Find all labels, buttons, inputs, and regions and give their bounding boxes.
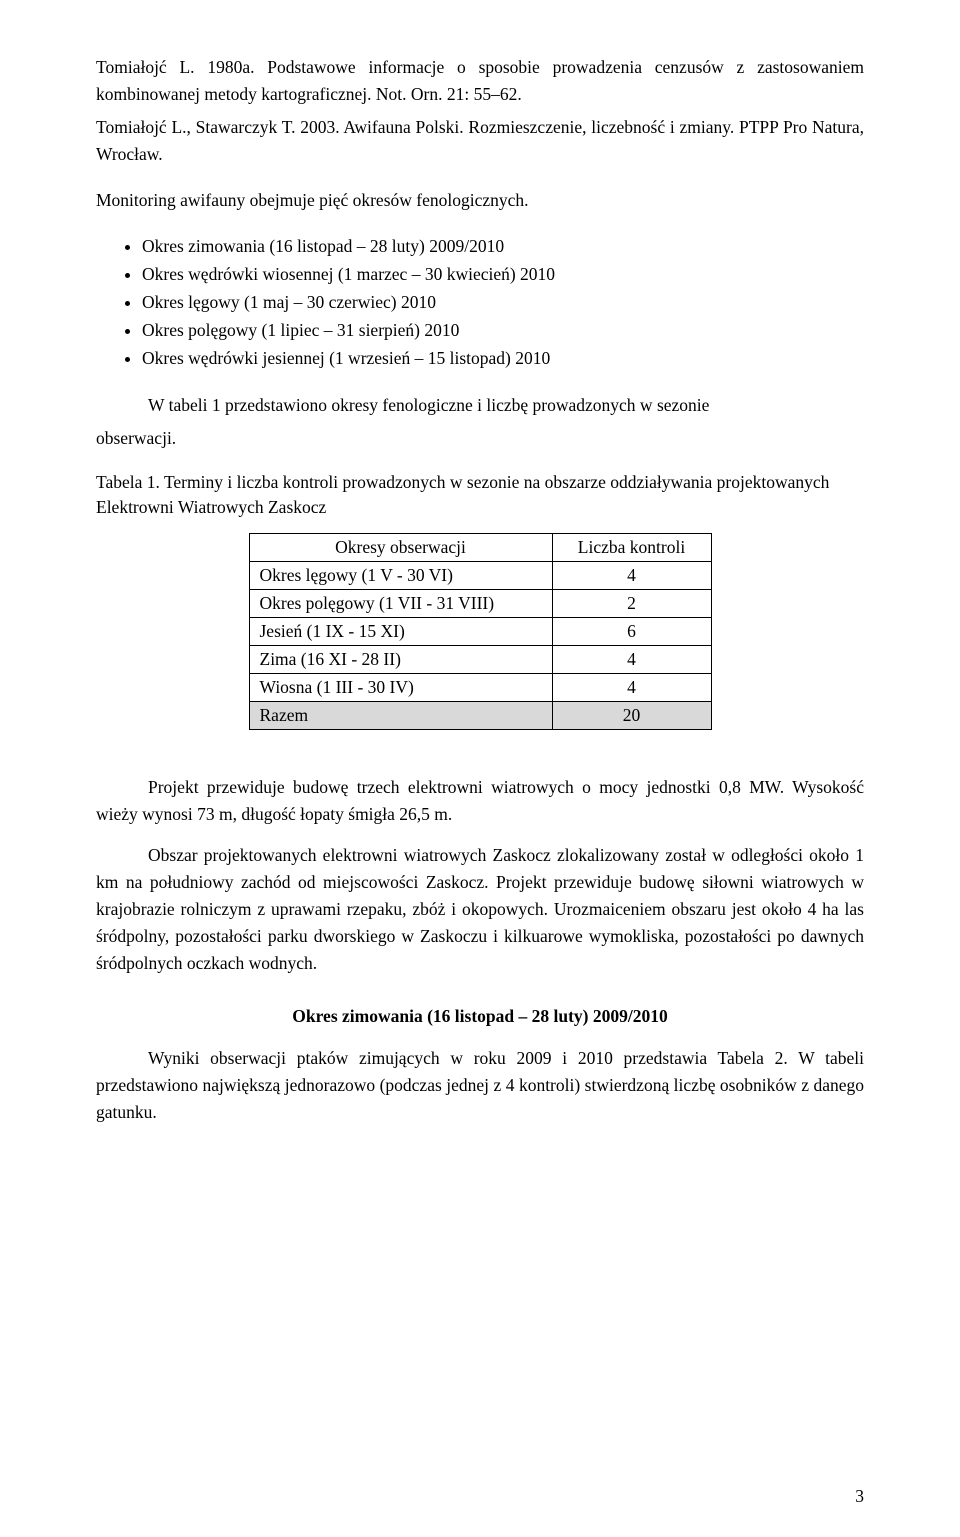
page-number: 3	[855, 1486, 864, 1507]
monitoring-intro: Monitoring awifauny obejmuje pięć okresó…	[96, 187, 864, 214]
body-paragraph-2: Obszar projektowanych elektrowni wiatrow…	[96, 842, 864, 978]
body-paragraph-1: Projekt przewiduje budowę trzech elektro…	[96, 774, 864, 828]
results-paragraph: Wyniki obserwacji ptaków zimujących w ro…	[96, 1045, 864, 1126]
reference-2: Tomiałojć L., Stawarczyk T. 2003. Awifau…	[96, 114, 864, 168]
table-cell-count: 4	[552, 673, 711, 701]
table-cell-total-label: Razem	[249, 701, 552, 729]
table-row: Jesień (1 IX - 15 XI) 6	[249, 617, 711, 645]
table-cell-total-value: 20	[552, 701, 711, 729]
reference-1: Tomiałojć L. 1980a. Podstawowe informacj…	[96, 54, 864, 108]
table-row: Okres lęgowy (1 V - 30 VI) 4	[249, 561, 711, 589]
table-intro-line: W tabeli 1 przedstawiono okresy fenologi…	[96, 392, 864, 419]
table-1: Okresy obserwacji Liczba kontroli Okres …	[249, 533, 712, 730]
period-item: Okres wędrówki wiosennej (1 marzec – 30 …	[142, 260, 864, 288]
table-cell-period: Zima (16 XI - 28 II)	[249, 645, 552, 673]
table-row: Okres polęgowy (1 VII - 31 VIII) 2	[249, 589, 711, 617]
table-cell-count: 4	[552, 645, 711, 673]
table-cell-period: Jesień (1 IX - 15 XI)	[249, 617, 552, 645]
observations-word: obserwacji.	[96, 425, 864, 452]
period-list: Okres zimowania (16 listopad – 28 luty) …	[96, 232, 864, 372]
period-item: Okres polęgowy (1 lipiec – 31 sierpień) …	[142, 316, 864, 344]
table-cell-period: Okres polęgowy (1 VII - 31 VIII)	[249, 589, 552, 617]
period-item: Okres lęgowy (1 maj – 30 czerwiec) 2010	[142, 288, 864, 316]
table-row: Wiosna (1 III - 30 IV) 4	[249, 673, 711, 701]
table1-caption: Tabela 1. Terminy i liczba kontroli prow…	[96, 470, 864, 521]
table-cell-period: Okres lęgowy (1 V - 30 VI)	[249, 561, 552, 589]
table-row: Okresy obserwacji Liczba kontroli	[249, 533, 711, 561]
table-header-count: Liczba kontroli	[552, 533, 711, 561]
period-item: Okres wędrówki jesiennej (1 wrzesień – 1…	[142, 344, 864, 372]
table-cell-count: 4	[552, 561, 711, 589]
table-cell-count: 6	[552, 617, 711, 645]
table-row: Zima (16 XI - 28 II) 4	[249, 645, 711, 673]
table-row-total: Razem 20	[249, 701, 711, 729]
section-heading: Okres zimowania (16 listopad – 28 luty) …	[96, 1006, 864, 1027]
table-cell-count: 2	[552, 589, 711, 617]
period-item: Okres zimowania (16 listopad – 28 luty) …	[142, 232, 864, 260]
table-header-periods: Okresy obserwacji	[249, 533, 552, 561]
table-cell-period: Wiosna (1 III - 30 IV)	[249, 673, 552, 701]
